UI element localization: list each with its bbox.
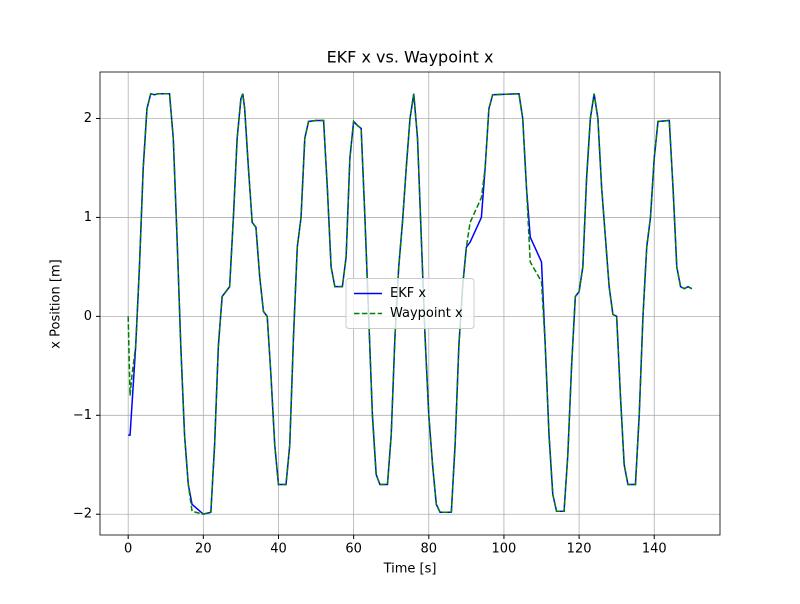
y-tick-label: 2	[84, 111, 92, 126]
x-tick-label: 40	[270, 542, 287, 557]
legend-box	[345, 278, 475, 329]
chart-title: EKF x vs. Waypoint x	[327, 48, 494, 67]
y-tick-label: 0	[84, 309, 92, 324]
x-axis-label: Time [s]	[383, 562, 437, 577]
x-tick-label: 120	[567, 542, 592, 557]
y-tick-label: 1	[84, 210, 92, 225]
y-tick-label: −2	[73, 507, 92, 522]
x-tick-label: 60	[345, 542, 362, 557]
y-axis-label: x Position [m]	[49, 259, 64, 348]
x-tick-label: 140	[642, 542, 667, 557]
legend-label: Waypoint x	[390, 306, 463, 321]
data-line	[127, 92, 693, 515]
legend-label: EKF x	[390, 286, 426, 301]
plot-frame	[99, 71, 721, 536]
x-tick-label: 100	[492, 542, 517, 557]
x-tick-label: 80	[421, 542, 438, 557]
x-tick-label: 20	[195, 542, 212, 557]
y-tick-label: −1	[73, 408, 92, 423]
x-tick-label: 0	[124, 542, 132, 557]
